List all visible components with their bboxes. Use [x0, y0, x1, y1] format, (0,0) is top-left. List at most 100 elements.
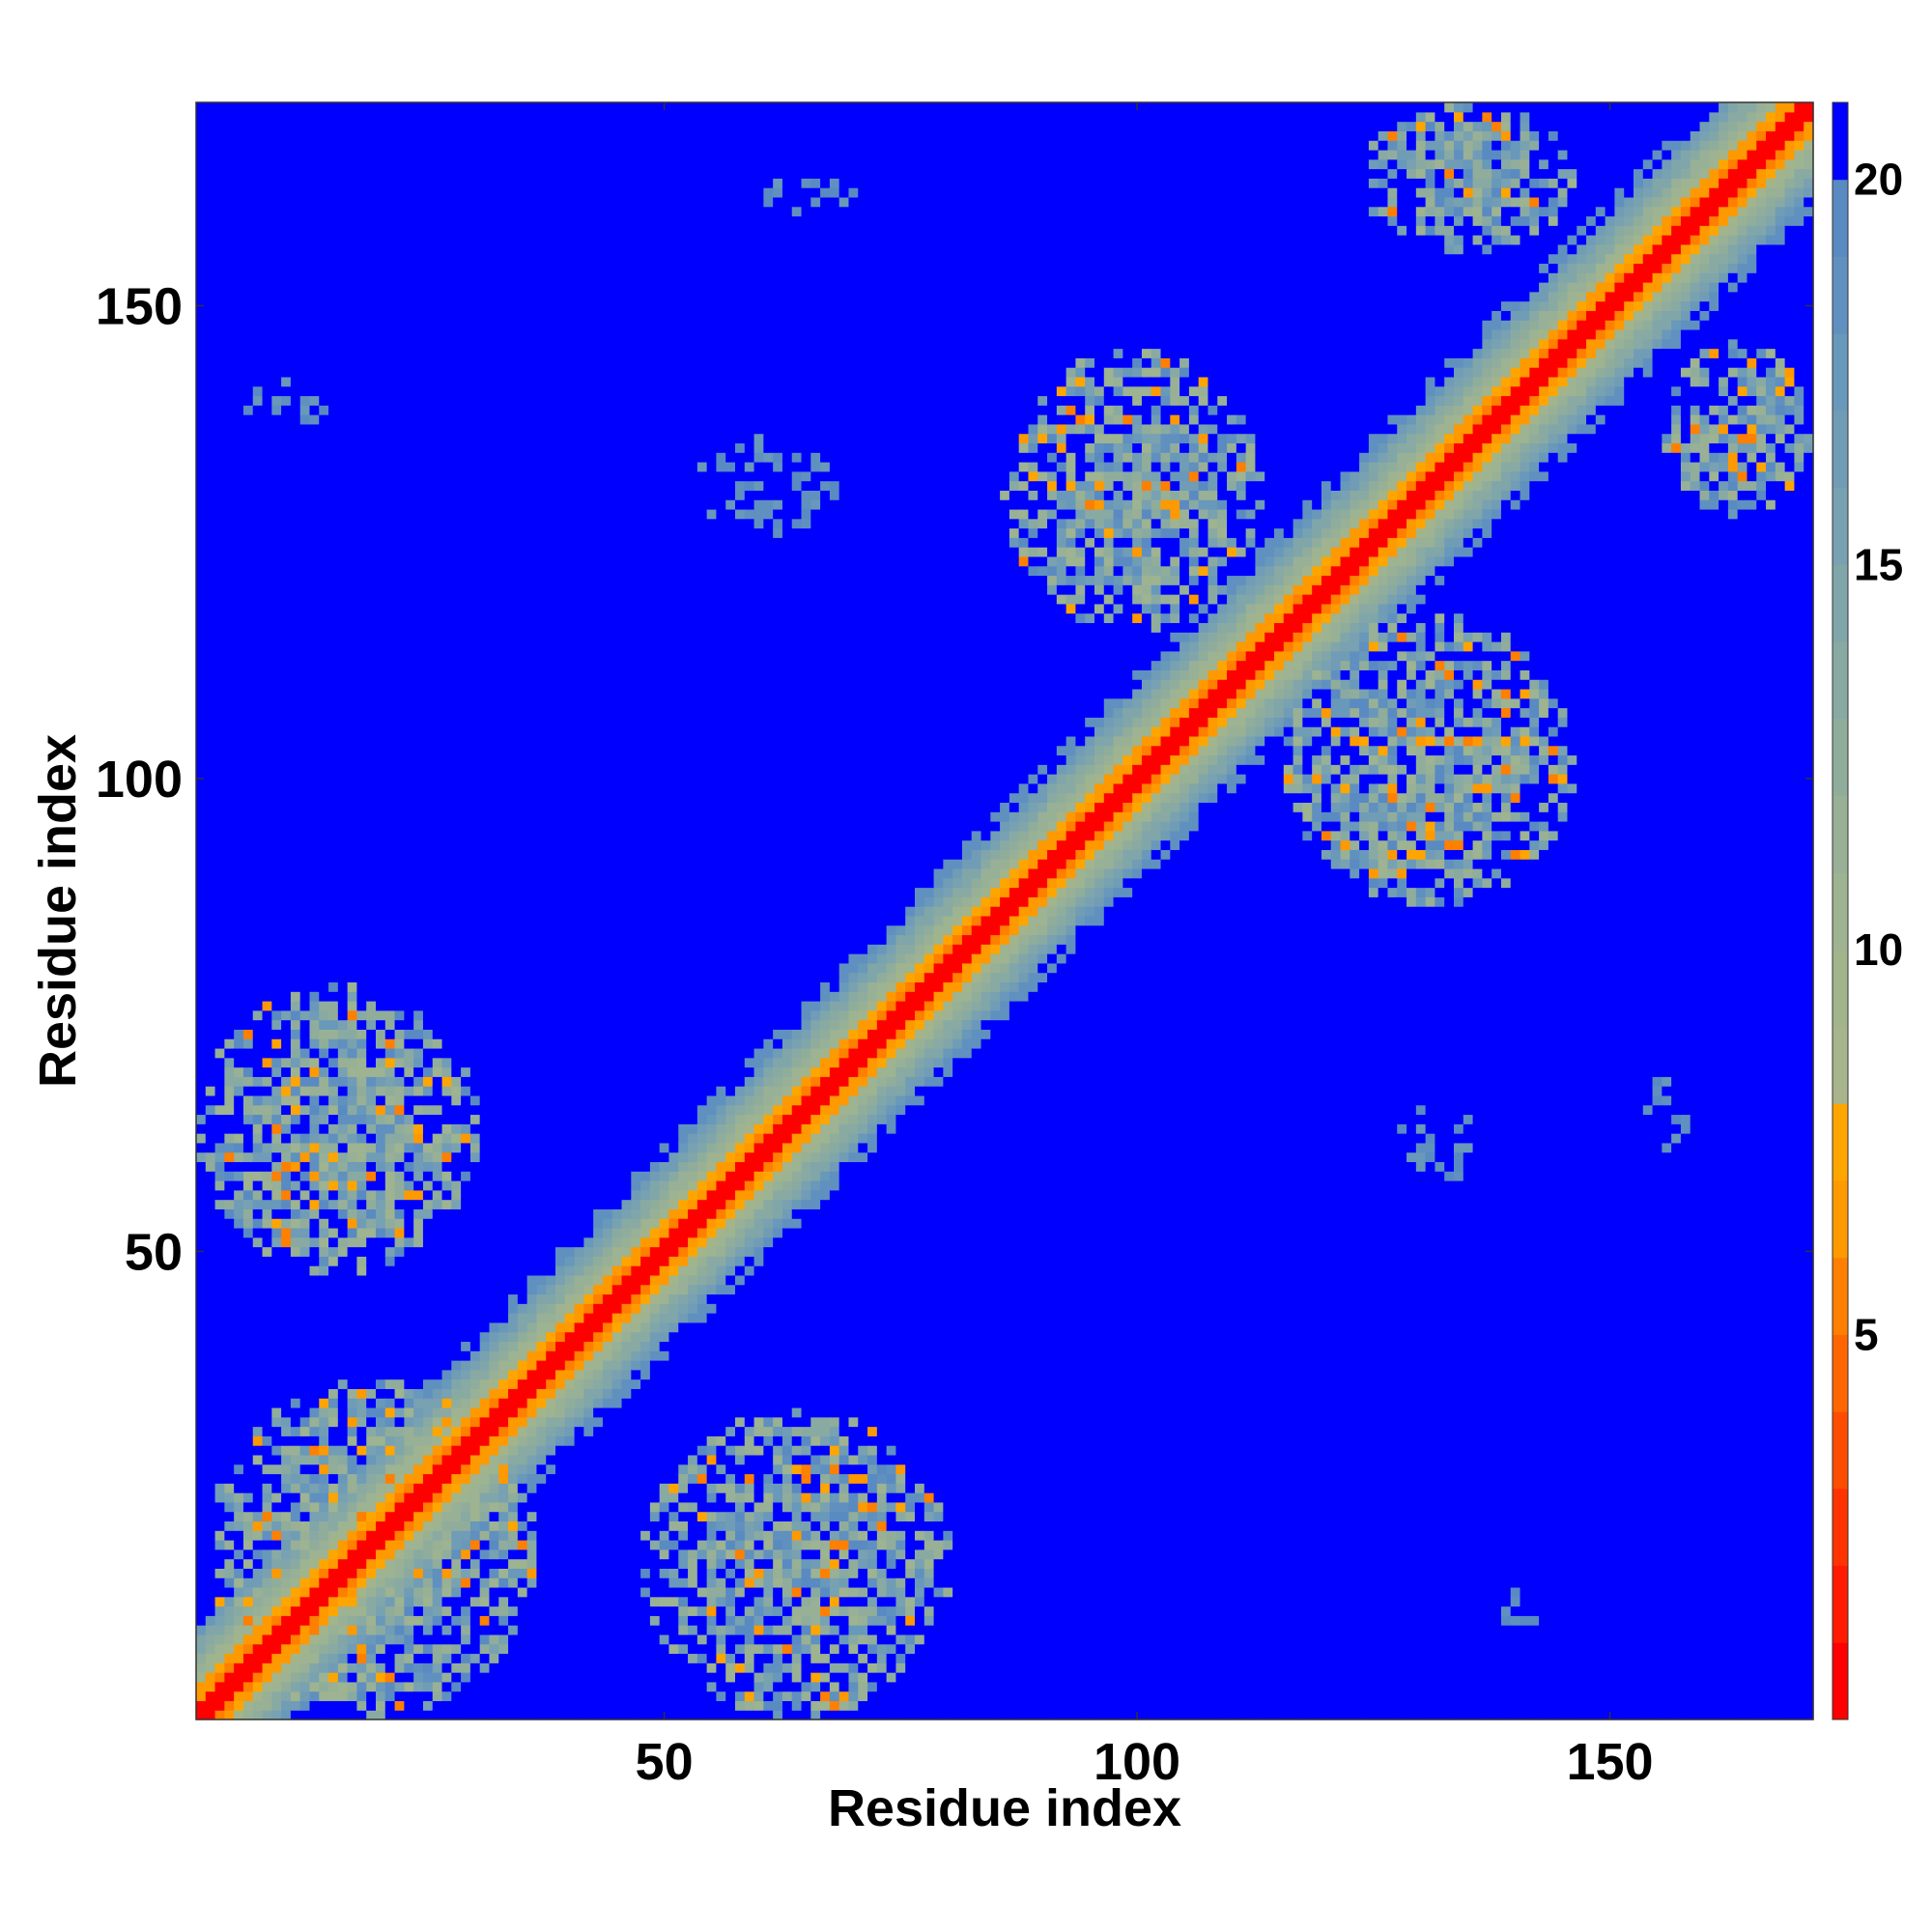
- heatmap-cell: [309, 868, 319, 878]
- heatmap-cell: [451, 1606, 461, 1616]
- heatmap-cell: [385, 1455, 395, 1464]
- heatmap-cell: [291, 1492, 300, 1502]
- heatmap-cell: [348, 925, 357, 935]
- heatmap-cell: [271, 471, 281, 481]
- heatmap-cell: [433, 272, 442, 282]
- heatmap-cell: [433, 244, 442, 254]
- heatmap-cell: [234, 849, 243, 859]
- heatmap-cell: [385, 1341, 395, 1350]
- heatmap-cell: [366, 490, 376, 499]
- heatmap-cell: [271, 717, 281, 726]
- heatmap-cell: [433, 746, 442, 755]
- heatmap-cell: [224, 1020, 234, 1030]
- heatmap-cell: [271, 442, 281, 452]
- heatmap-cell: [253, 112, 263, 122]
- heatmap-cell: [234, 1634, 243, 1644]
- heatmap-cell: [385, 669, 395, 679]
- heatmap-cell: [281, 395, 291, 405]
- heatmap-cell: [253, 1379, 263, 1389]
- heatmap-cell: [404, 169, 413, 179]
- heatmap-cell: [376, 754, 385, 764]
- heatmap-cell: [395, 462, 405, 471]
- heatmap-cell: [215, 1672, 225, 1682]
- heatmap-cell: [281, 859, 291, 868]
- heatmap-cell: [253, 1208, 263, 1218]
- heatmap-cell: [338, 963, 348, 973]
- heatmap-cell: [309, 122, 319, 131]
- heatmap-cell: [395, 1388, 405, 1398]
- heatmap-cell: [451, 944, 461, 953]
- heatmap-cell: [224, 698, 234, 708]
- heatmap-cell: [309, 689, 319, 698]
- heatmap-cell: [376, 462, 385, 471]
- heatmap-cell: [215, 1644, 225, 1654]
- heatmap-cell: [271, 1067, 281, 1077]
- heatmap-cell: [376, 1644, 385, 1654]
- heatmap-cell: [356, 1313, 366, 1322]
- heatmap-cell: [271, 1587, 281, 1597]
- heatmap-cell: [348, 169, 357, 179]
- heatmap-cell: [433, 878, 442, 888]
- heatmap-cell: [366, 1577, 376, 1587]
- heatmap-cell: [319, 442, 328, 452]
- heatmap-cell: [215, 424, 225, 434]
- heatmap-cell: [442, 1473, 452, 1483]
- heatmap-cell: [319, 736, 328, 746]
- heatmap-cell: [309, 840, 319, 850]
- heatmap-cell: [271, 1114, 281, 1123]
- heatmap-cell: [253, 178, 263, 187]
- heatmap-cell: [433, 1237, 442, 1247]
- heatmap-cell: [395, 263, 405, 272]
- heatmap-cell: [404, 357, 413, 367]
- heatmap-cell: [309, 519, 319, 528]
- heatmap-cell: [300, 102, 310, 112]
- heatmap-cell: [413, 509, 423, 519]
- heatmap-cell: [300, 575, 310, 584]
- heatmap-cell: [291, 1388, 300, 1398]
- heatmap-cell: [423, 802, 433, 811]
- heatmap-cell: [356, 1200, 366, 1209]
- heatmap-cell: [300, 537, 310, 547]
- heatmap-cell: [366, 1010, 376, 1020]
- heatmap-cell: [206, 1133, 215, 1143]
- heatmap-cell: [348, 377, 357, 386]
- heatmap-cell: [366, 159, 376, 169]
- heatmap-cell: [442, 1634, 452, 1644]
- heatmap-cell: [395, 1038, 405, 1048]
- heatmap-cell: [309, 1597, 319, 1606]
- heatmap-cell: [196, 953, 206, 963]
- heatmap-cell: [263, 1152, 272, 1162]
- heatmap-cell: [319, 1502, 328, 1512]
- heatmap-cell: [451, 934, 461, 944]
- heatmap-cell: [224, 112, 234, 122]
- heatmap-cell: [243, 896, 253, 906]
- heatmap-cell: [243, 1143, 253, 1152]
- heatmap-cell: [253, 1020, 263, 1030]
- heatmap-cell: [215, 452, 225, 462]
- heatmap-cell: [263, 1644, 272, 1654]
- heatmap-cell: [461, 1123, 470, 1133]
- heatmap-cell: [366, 405, 376, 414]
- heatmap-cell: [319, 178, 328, 187]
- heatmap-cell: [300, 793, 310, 803]
- heatmap-cell: [442, 556, 452, 566]
- heatmap-cell: [215, 840, 225, 850]
- heatmap-cell: [348, 793, 357, 803]
- heatmap-cell: [271, 991, 281, 1001]
- heatmap-cell: [215, 953, 225, 963]
- heatmap-cell: [395, 169, 405, 179]
- heatmap-cell: [376, 1492, 385, 1502]
- heatmap-cell: [423, 708, 433, 718]
- heatmap-cell: [215, 1682, 225, 1691]
- heatmap-cell: [423, 793, 433, 803]
- heatmap-cell: [376, 1568, 385, 1577]
- heatmap-cell: [319, 783, 328, 793]
- heatmap-cell: [376, 783, 385, 793]
- heatmap-cell: [451, 613, 461, 623]
- heatmap-cell: [309, 1625, 319, 1634]
- heatmap-cell: [356, 424, 366, 434]
- heatmap-cell: [376, 793, 385, 803]
- heatmap-cell: [319, 1445, 328, 1455]
- heatmap-cell: [385, 1228, 395, 1237]
- heatmap-cell: [224, 726, 234, 736]
